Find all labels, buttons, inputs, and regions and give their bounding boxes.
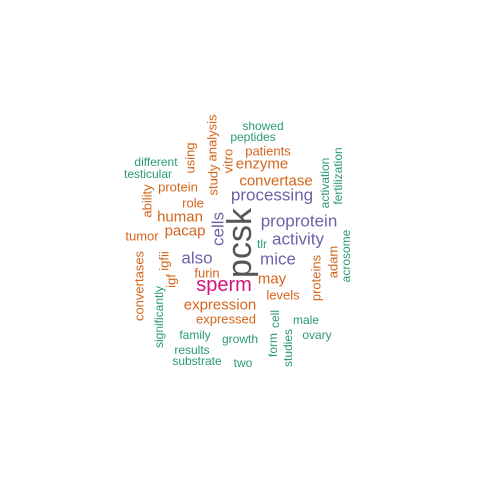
word-using: using <box>182 142 198 174</box>
word-igfii: igfii <box>156 251 172 271</box>
word-male: male <box>292 313 320 327</box>
word-convertase: convertase <box>239 172 313 190</box>
word-proteins: proteins <box>308 254 324 302</box>
word-two: two <box>233 356 253 370</box>
word-showed: showed <box>242 119 284 133</box>
word-growth: growth <box>221 332 259 346</box>
word-cell: cell <box>268 309 282 329</box>
word-analysis: analysis <box>204 114 220 162</box>
word-sperm: sperm <box>196 274 252 296</box>
word-different: different <box>134 155 178 169</box>
word-pcsk: pcsk <box>221 208 259 278</box>
word-acrosome: acrosome <box>339 229 353 283</box>
word-furin: furin <box>194 265 220 281</box>
word-protein: protein <box>158 179 198 195</box>
word-activation: activation <box>318 157 332 209</box>
word-expressed: expressed <box>196 311 256 327</box>
word-peptides: peptides <box>230 130 276 144</box>
word-study: study <box>205 164 221 196</box>
word-ovary: ovary <box>302 328 332 342</box>
word-enzyme: enzyme <box>235 155 289 173</box>
word-testicular: testicular <box>123 167 173 181</box>
word-expression: expression <box>183 296 257 314</box>
word-pacap: pacap <box>164 222 206 240</box>
word-studies: studies <box>281 328 295 368</box>
word-family: family <box>179 328 211 342</box>
word-processing: processing <box>230 185 314 205</box>
word-form: form <box>266 333 280 357</box>
word-proprotein: proprotein <box>260 211 338 231</box>
word-fertilization: fertilization <box>331 147 345 205</box>
word-also: also <box>181 248 213 268</box>
word-vitro: vitro <box>220 148 236 174</box>
word-role: role <box>182 195 204 211</box>
word-tlr: tlr <box>257 237 267 251</box>
word-levels: levels <box>266 287 300 303</box>
word-convertases: convertases <box>131 250 147 322</box>
word-may: may <box>257 270 287 288</box>
word-substrate: substrate <box>172 354 222 368</box>
word-adam: adam <box>325 245 341 279</box>
word-human: human <box>157 208 203 226</box>
word-tumor: tumor <box>125 228 159 244</box>
word-significantly: significantly <box>152 285 166 349</box>
word-mice: mice <box>260 249 296 269</box>
word-cells: cells <box>208 211 228 247</box>
word-ability: ability <box>139 184 155 218</box>
word-results: results <box>174 343 210 357</box>
word-patients: patients <box>245 143 291 159</box>
word-igf: igf <box>163 274 179 288</box>
word-activity: activity <box>272 229 324 249</box>
